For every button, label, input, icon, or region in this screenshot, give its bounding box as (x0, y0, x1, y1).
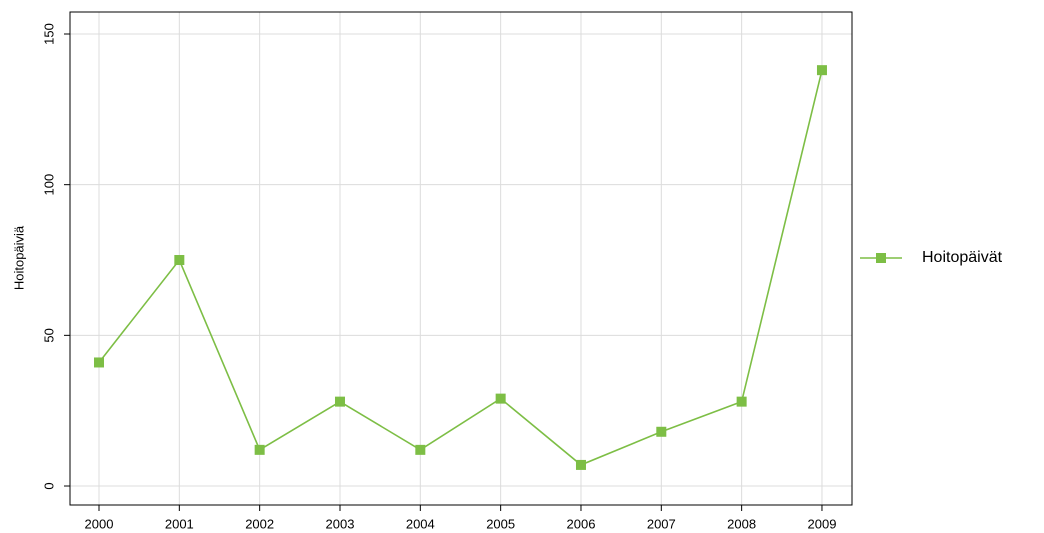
plot-frame (69, 11, 853, 506)
x-tick-label: 2001 (165, 516, 194, 531)
data-point (575, 459, 586, 470)
legend-label: Hoitopäivät (922, 249, 1003, 266)
data-point (94, 357, 104, 368)
data-point (736, 396, 747, 407)
x-tick-label: 2003 (326, 516, 355, 531)
x-tick-label: 2000 (85, 516, 114, 531)
y-tick-label: 100 (41, 174, 56, 196)
y-tick-label: 50 (41, 328, 56, 342)
x-tick-label: 2007 (647, 516, 676, 531)
data-line (98, 69, 823, 466)
x-tick-label: 2006 (567, 516, 596, 531)
data-point (174, 255, 185, 266)
data-point (816, 65, 827, 76)
data-point (254, 444, 265, 455)
x-tick-label: 2005 (486, 516, 515, 531)
x-tick-label: 2009 (808, 516, 837, 531)
y-tick-label: 0 (41, 482, 56, 489)
x-tick-label: 2002 (245, 516, 274, 531)
x-tick-label: 2004 (406, 516, 435, 531)
data-point (334, 396, 345, 407)
y-axis-label: Hoitopäiviä (11, 225, 26, 290)
x-tick-label: 2008 (727, 516, 756, 531)
data-point (656, 426, 667, 437)
data-point (495, 393, 506, 404)
legend-marker (876, 253, 886, 263)
data-point (415, 444, 426, 455)
y-tick-label: 150 (41, 23, 56, 45)
